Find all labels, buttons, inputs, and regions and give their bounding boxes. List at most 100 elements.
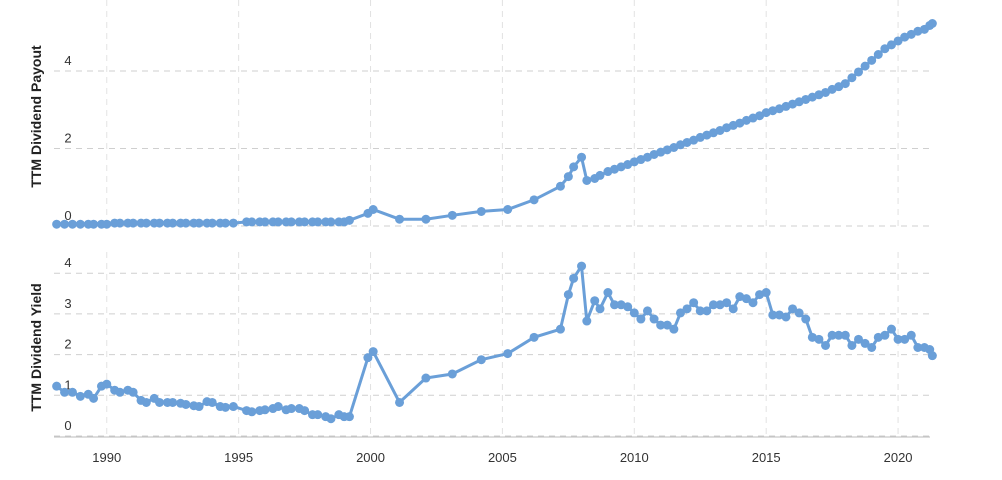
- point: [854, 334, 864, 344]
- line: [55, 261, 934, 421]
- point: [840, 330, 850, 340]
- point: [326, 414, 336, 424]
- point: [67, 387, 77, 397]
- point: [629, 308, 639, 318]
- point: [761, 288, 771, 298]
- point: [623, 302, 633, 312]
- point: [582, 316, 592, 326]
- point: [228, 402, 238, 412]
- point: [89, 219, 99, 229]
- point: [102, 219, 112, 229]
- y-axis-title: TTM Dividend Payout: [28, 45, 44, 188]
- point: [555, 324, 565, 334]
- point: [52, 219, 62, 229]
- point: [194, 402, 204, 412]
- point: [603, 288, 613, 298]
- point: [555, 181, 565, 191]
- point: [814, 334, 824, 344]
- point: [344, 412, 354, 422]
- point: [880, 44, 890, 54]
- point: [102, 379, 112, 389]
- point: [326, 217, 336, 227]
- point: [60, 387, 70, 397]
- point: [503, 349, 513, 359]
- point: [821, 340, 831, 350]
- point: [867, 343, 877, 352]
- point: [847, 340, 857, 350]
- point: [669, 324, 679, 334]
- point: [801, 314, 811, 324]
- point: [529, 332, 539, 342]
- point: [636, 314, 646, 324]
- point: [395, 397, 405, 407]
- point: [649, 314, 659, 324]
- point: [675, 308, 685, 318]
- point: [860, 338, 870, 348]
- x-tick-label: 2010: [620, 450, 649, 465]
- point: [722, 298, 732, 308]
- point: [529, 195, 539, 205]
- y-tick-label: 1: [64, 377, 71, 392]
- point: [247, 217, 257, 227]
- line: [56, 22, 934, 226]
- y-tick-label: 3: [64, 296, 71, 311]
- point: [741, 294, 751, 304]
- point: [155, 397, 165, 407]
- point: [834, 330, 844, 340]
- x-tick-label: 2020: [884, 450, 913, 465]
- point: [447, 369, 457, 379]
- point: [273, 402, 283, 412]
- point: [220, 402, 230, 412]
- point: [886, 40, 896, 50]
- point: [368, 205, 378, 214]
- point: [768, 310, 778, 320]
- point: [682, 304, 692, 314]
- point: [927, 351, 937, 361]
- point: [595, 170, 605, 180]
- point: [286, 404, 296, 414]
- point: [67, 219, 77, 229]
- point: [273, 217, 283, 227]
- point: [569, 273, 579, 283]
- point: [395, 214, 405, 224]
- point: [847, 73, 857, 83]
- point: [689, 298, 699, 308]
- x-tick-label: 1990: [92, 450, 121, 465]
- point: [569, 162, 579, 172]
- point: [781, 312, 791, 322]
- point: [900, 334, 910, 344]
- point: [286, 217, 296, 227]
- y-tick-label: 0: [64, 208, 71, 223]
- point: [840, 79, 850, 89]
- point: [563, 290, 573, 300]
- point: [563, 172, 573, 182]
- y-tick-label: 0: [64, 418, 71, 433]
- point: [893, 36, 903, 46]
- point: [906, 330, 916, 340]
- point: [893, 334, 903, 344]
- point: [702, 306, 712, 316]
- point: [913, 343, 923, 352]
- point: [89, 393, 99, 403]
- point: [421, 373, 431, 383]
- point: [827, 330, 837, 340]
- point: [181, 218, 191, 228]
- point: [141, 397, 151, 407]
- point: [595, 304, 605, 314]
- point: [695, 306, 705, 316]
- point: [128, 218, 138, 228]
- point: [794, 308, 804, 318]
- point: [927, 19, 937, 28]
- x-tick-label: 2015: [752, 450, 781, 465]
- point: [128, 387, 138, 397]
- point: [115, 218, 125, 228]
- point: [313, 410, 323, 420]
- point: [168, 218, 178, 228]
- point: [52, 381, 62, 391]
- point: [60, 219, 70, 229]
- point: [260, 405, 270, 415]
- point: [247, 407, 257, 417]
- x-tick-label: 1995: [224, 450, 253, 465]
- point: [181, 399, 191, 409]
